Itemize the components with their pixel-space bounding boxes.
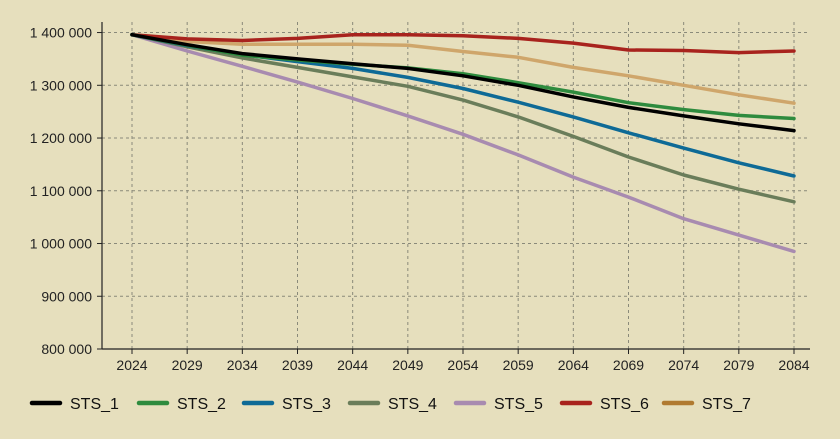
legend-label: STS_7	[702, 396, 751, 413]
legend-label: STS_4	[388, 396, 437, 413]
series-line-sts-6	[130, 32, 796, 55]
gridlines	[102, 22, 810, 349]
y-tick-label: 1 300 000	[30, 77, 92, 93]
x-tick-label: 2029	[172, 357, 203, 373]
series-line-sts-7	[130, 32, 796, 105]
x-tick-label: 2064	[558, 357, 589, 373]
y-tick-label: 900 000	[41, 288, 92, 304]
y-tick-label: 1 200 000	[30, 130, 92, 146]
x-tick-label: 2044	[337, 357, 368, 373]
legend-label: STS_3	[282, 396, 331, 413]
x-tick-label: 2024	[116, 357, 147, 373]
x-tick-label: 2079	[723, 357, 754, 373]
series-line-sts-5	[130, 32, 796, 254]
legend-label: STS_5	[494, 396, 543, 413]
x-tick-label: 2084	[778, 357, 809, 373]
y-tick-label: 1 100 000	[30, 183, 92, 199]
x-tick-label: 2054	[447, 357, 478, 373]
series-line-sts-4	[130, 32, 796, 204]
legend-label: STS_6	[600, 396, 649, 413]
axes: 800 000 900 000 1 000 000 1 100 000 1 200 00…	[30, 22, 810, 373]
x-tick-label: 2059	[503, 357, 534, 373]
x-tick-label: 2049	[392, 357, 423, 373]
x-tick-label: 2074	[668, 357, 699, 373]
x-tick-label: 2039	[282, 357, 313, 373]
legend-label: STS_2	[177, 396, 226, 413]
series-line-sts-1	[130, 32, 796, 133]
series-lines	[130, 32, 796, 254]
x-tick-label: 2034	[227, 357, 258, 373]
legend: STS_1 STS_2 STS_3 STS_4 STS_5 STS_6 STS_7	[29, 396, 751, 413]
y-tick-label: 1 400 000	[30, 25, 92, 41]
legend-label: STS_1	[70, 396, 119, 413]
x-tick-label: 2069	[613, 357, 644, 373]
y-tick-label: 1 000 000	[30, 236, 92, 252]
y-tick-label: 800 000	[41, 341, 92, 357]
